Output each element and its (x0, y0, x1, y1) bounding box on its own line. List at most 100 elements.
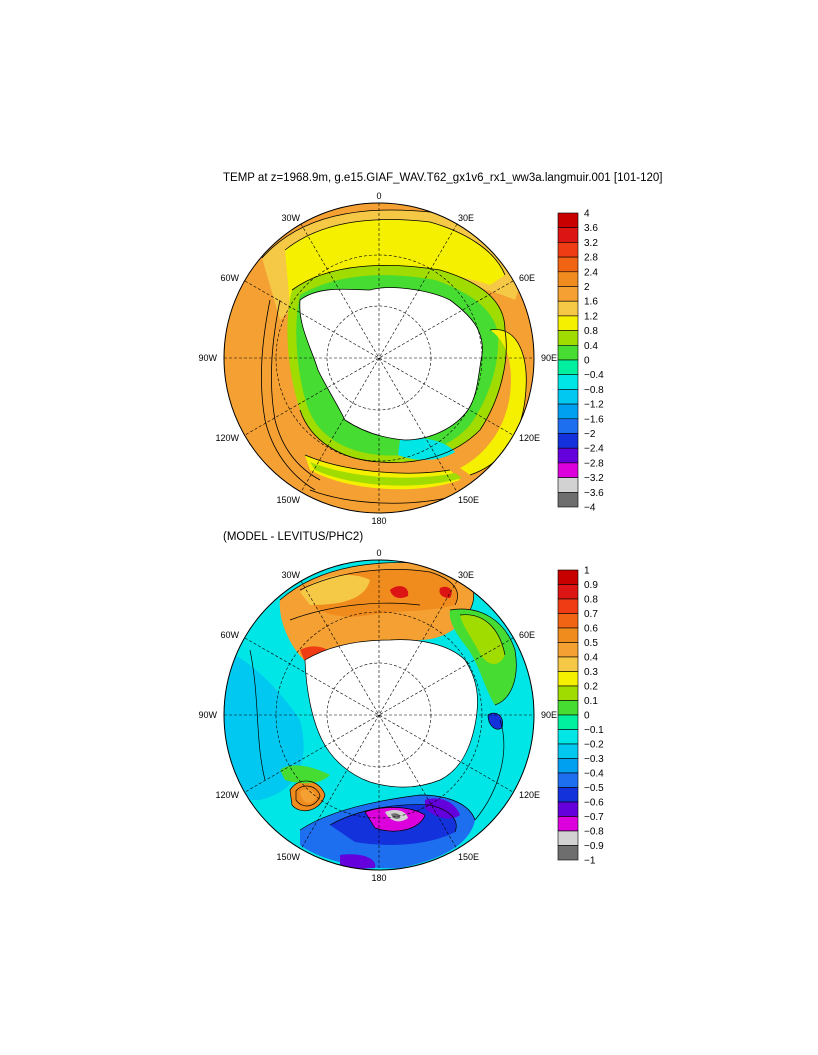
bottom-colorbar-label: 0.2 (584, 682, 598, 693)
bottom-colorbar-swatch (557, 830, 579, 846)
bottom-colorbar-swatch (557, 816, 579, 832)
lon-label-60e: 60E (519, 273, 535, 283)
top-colorbar-swatch (557, 330, 579, 346)
bottom-colorbar-swatch (557, 671, 579, 687)
top-colorbar-swatch (557, 227, 579, 243)
lon-label-30w: 30W (281, 570, 300, 580)
bottom-colorbar-swatch (557, 685, 579, 701)
bottom-colorbar-label: −0.7 (584, 812, 604, 823)
bottom-colorbar-label: 0.5 (584, 638, 598, 649)
bottom-colorbar-swatch (557, 787, 579, 803)
bottom-colorbar-swatch (557, 758, 579, 774)
bottom-colorbar-swatch (557, 584, 579, 600)
bottom-colorbar-label: −0.6 (584, 798, 604, 809)
top-colorbar-label: −1.2 (584, 400, 604, 411)
top-colorbar-label: 4 (584, 209, 590, 220)
bottom-colorbar-label: 0.8 (584, 595, 598, 606)
top-colorbar-label: 2 (584, 282, 590, 293)
top-colorbar-label: −2 (584, 429, 596, 440)
bottom-colorbar-label: 0.7 (584, 609, 598, 620)
bottom-colorbar-label: 0.1 (584, 696, 598, 707)
top-colorbar-swatch (557, 271, 579, 287)
lon-label-30e: 30E (458, 570, 474, 580)
bottom-colorbar-swatch (557, 656, 579, 672)
bottom-colorbar-swatch (557, 772, 579, 788)
top-map-border (223, 202, 535, 514)
bottom-colorbar-swatch (557, 845, 579, 861)
top-colorbar-swatch (557, 491, 579, 508)
top-colorbar-swatch (557, 359, 579, 375)
bottom-colorbar-swatch (557, 714, 579, 730)
lon-label-60w: 60W (220, 273, 239, 283)
bottom-colorbar-label: −0.1 (584, 725, 604, 736)
bottom-colorbar-label: −0.3 (584, 754, 604, 765)
top-colorbar: 4 3.6 3.2 2.8 2.4 2 1.6 1.2 0.8 0.4 0 −0.4 −0.8 −1.2 −… (557, 209, 604, 514)
lon-label-150w: 150W (276, 495, 300, 505)
top-colorbar-swatch (557, 344, 579, 361)
top-colorbar-label: 2.8 (584, 253, 598, 264)
bottom-colorbar-label: 0.3 (584, 667, 598, 678)
bottom-colorbar-label: −1 (584, 856, 596, 867)
top-colorbar-swatch (557, 447, 579, 464)
lon-label-180: 180 (371, 516, 386, 526)
bottom-colorbar-swatch (557, 700, 579, 716)
difference-polar-map: 0 180 90W 90E 30W 30E 60W 60E 120W 120E … (198, 548, 557, 883)
lon-label-30w: 30W (281, 213, 300, 223)
bottom-map-border (223, 559, 535, 871)
lon-label-150e: 150E (458, 852, 479, 862)
bottom-colorbar-label: −0.4 (584, 769, 604, 780)
top-colorbar-swatch (557, 242, 579, 258)
top-colorbar-label: −0.4 (584, 370, 604, 381)
top-colorbar-label: −3.2 (584, 473, 604, 484)
top-colorbar-label: −1.6 (584, 414, 604, 425)
lon-label-60w: 60W (220, 630, 239, 640)
difference-title: (MODEL - LEVITUS/PHC2) (223, 531, 364, 543)
lon-label-150w: 150W (276, 852, 300, 862)
top-colorbar-label: 0.4 (584, 341, 598, 352)
bottom-colorbar-swatch (557, 642, 579, 658)
lon-label-30e: 30E (458, 213, 474, 223)
bottom-colorbar-swatch (557, 613, 579, 629)
bottom-colorbar-label: −0.8 (584, 827, 604, 838)
bottom-colorbar-swatch (557, 598, 579, 614)
bottom-colorbar-label: −0.5 (584, 783, 604, 794)
lon-label-120w: 120W (215, 790, 239, 800)
bottom-colorbar-swatch (557, 729, 579, 745)
lon-label-60e: 60E (519, 630, 535, 640)
top-colorbar-swatch (557, 286, 579, 302)
top-colorbar-label: 0 (584, 356, 590, 367)
lon-label-120e: 120E (519, 790, 540, 800)
top-colorbar-swatch (557, 389, 579, 405)
lon-label-0: 0 (376, 548, 381, 558)
top-colorbar-swatch (557, 315, 579, 331)
top-polar-map: 0 180 90W 90E 30W 30E 60W 60E 120W 120E … (198, 191, 557, 526)
lon-label-90w: 90W (198, 353, 217, 363)
bottom-colorbar-label: 1 (584, 566, 590, 577)
top-colorbar-swatch (557, 212, 579, 228)
bottom-colorbar: 1 0.9 0.8 0.7 0.6 0.5 0.4 0.3 0.2 0.1 0 −0.1 −0.2 −0.… (557, 566, 604, 867)
top-colorbar-swatch (557, 403, 579, 420)
top-colorbar-swatch (557, 256, 579, 273)
lon-label-120e: 120E (519, 433, 540, 443)
main-title: TEMP at z=1968.9m, g.e15.GIAF_WAV.T62_gx… (223, 172, 663, 184)
top-colorbar-swatch (557, 462, 579, 478)
top-colorbar-label: −2.4 (584, 444, 604, 455)
lon-label-0: 0 (376, 191, 381, 201)
bottom-colorbar-swatch (557, 801, 579, 817)
top-colorbar-label: −3.6 (584, 488, 604, 499)
lon-label-150e: 150E (458, 495, 479, 505)
top-colorbar-label: 3.6 (584, 223, 598, 234)
lon-label-90w: 90W (198, 710, 217, 720)
bottom-colorbar-label: 0.6 (584, 624, 598, 635)
bottom-colorbar-label: 0 (584, 711, 590, 722)
top-colorbar-swatch (557, 300, 579, 317)
top-colorbar-label: −4 (584, 503, 596, 514)
bottom-colorbar-swatch (557, 743, 579, 759)
lon-label-90e: 90E (541, 710, 557, 720)
top-colorbar-label: 1.2 (584, 311, 598, 322)
top-colorbar-label: 3.2 (584, 238, 598, 249)
bottom-colorbar-label: −0.9 (584, 841, 604, 852)
bottom-colorbar-swatch (557, 627, 579, 643)
top-colorbar-label: 0.8 (584, 326, 598, 337)
bottom-colorbar-swatch (557, 569, 579, 585)
